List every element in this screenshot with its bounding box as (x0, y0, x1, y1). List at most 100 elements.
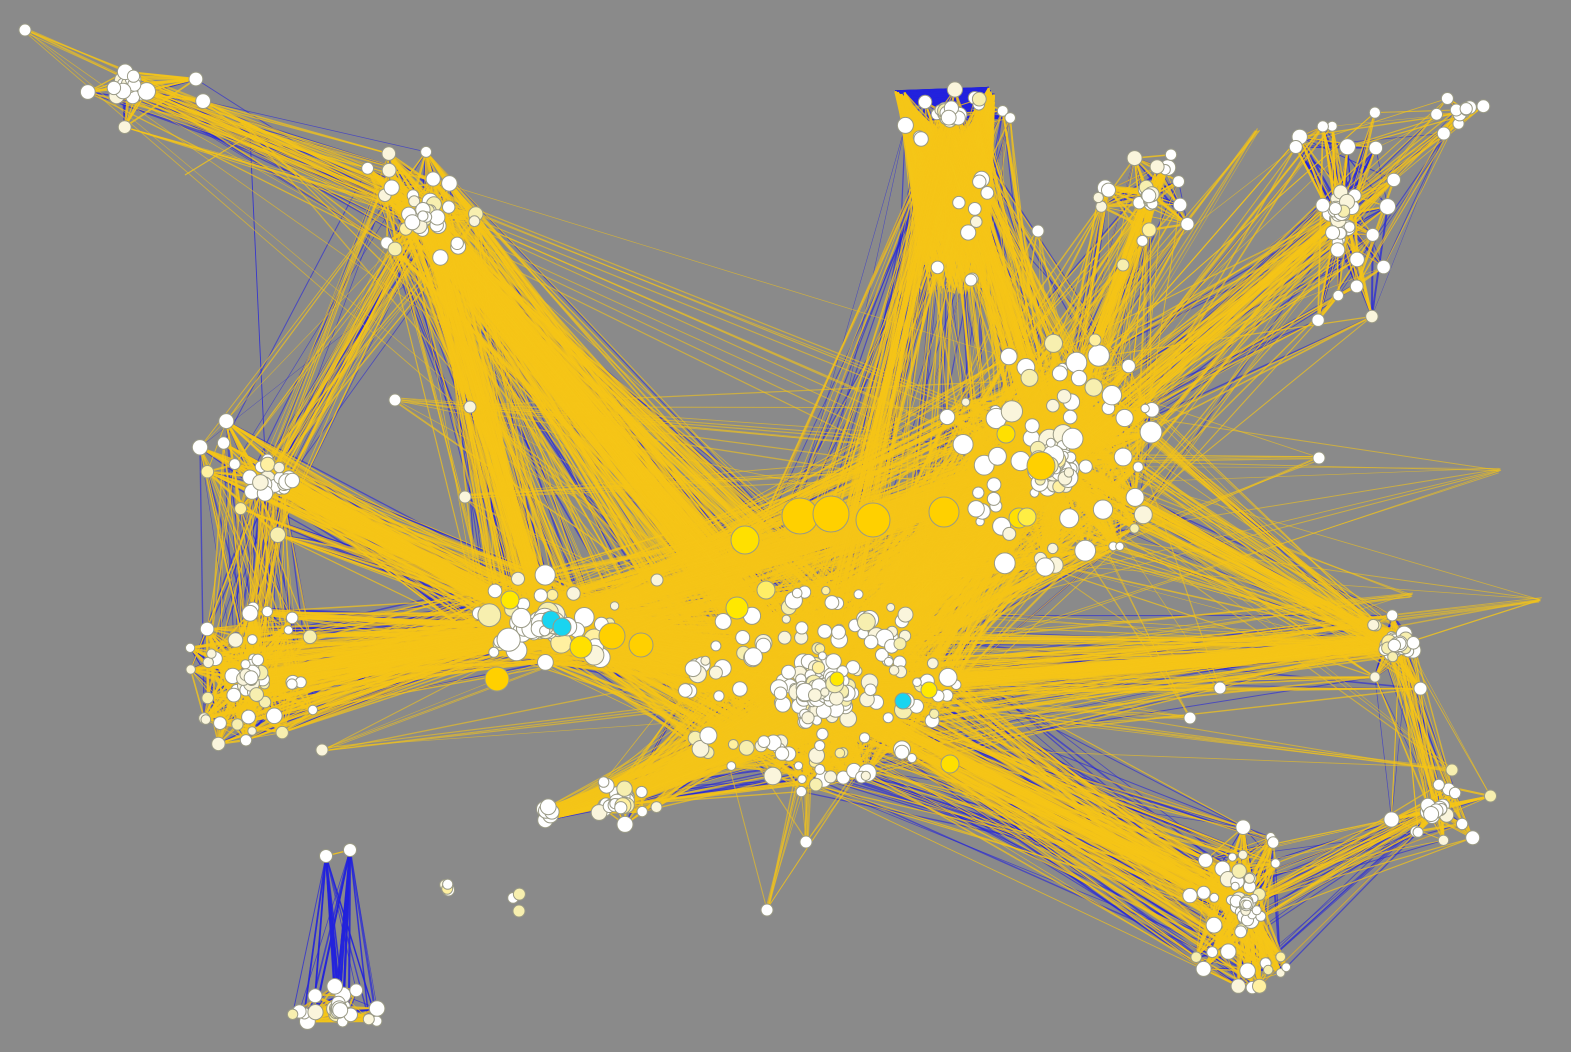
graph-node[interactable] (251, 653, 265, 667)
graph-node[interactable] (1031, 224, 1045, 238)
graph-node[interactable] (938, 667, 958, 687)
graph-node[interactable] (829, 671, 845, 687)
graph-node[interactable] (404, 214, 421, 231)
graph-node[interactable] (1116, 258, 1130, 272)
graph-node[interactable] (795, 621, 809, 635)
graph-node[interactable] (199, 621, 215, 637)
graph-node[interactable] (1230, 978, 1247, 994)
graph-node[interactable] (302, 629, 318, 645)
graph-node[interactable] (961, 397, 971, 407)
graph-node[interactable] (285, 611, 299, 625)
graph-node[interactable] (735, 630, 751, 645)
graph-node[interactable] (1000, 400, 1024, 423)
graph-node[interactable] (912, 677, 922, 688)
graph-node[interactable] (307, 1004, 324, 1021)
graph-node[interactable] (1172, 197, 1188, 213)
graph-node[interactable] (808, 688, 822, 702)
graph-node[interactable] (442, 200, 456, 214)
graph-node[interactable] (897, 606, 914, 623)
graph-node[interactable] (1183, 711, 1197, 725)
graph-node[interactable] (1078, 459, 1093, 474)
graph-node[interactable] (713, 690, 725, 702)
graph-node[interactable] (1141, 188, 1157, 204)
graph-node[interactable] (1437, 834, 1450, 846)
graph-node[interactable] (488, 646, 500, 658)
graph-node[interactable] (1074, 539, 1097, 562)
graph-node[interactable] (864, 683, 877, 697)
graph-node[interactable] (1084, 378, 1103, 397)
graph-node[interactable] (708, 665, 723, 680)
graph-node[interactable] (1088, 333, 1102, 347)
graph-node[interactable] (636, 805, 648, 818)
graph-node[interactable] (1227, 852, 1238, 862)
graph-node[interactable] (1017, 507, 1037, 527)
graph-node[interactable] (106, 80, 122, 96)
graph-node[interactable] (894, 744, 910, 760)
graph-node[interactable] (1244, 872, 1255, 884)
graph-node[interactable] (1139, 420, 1163, 444)
graph-node[interactable] (511, 571, 525, 586)
graph-node[interactable] (1092, 499, 1114, 520)
graph-node[interactable] (700, 655, 711, 666)
graph-node[interactable] (1275, 951, 1287, 963)
graph-node[interactable] (1070, 369, 1088, 387)
graph-node[interactable] (1206, 946, 1219, 959)
graph-node[interactable] (349, 983, 364, 998)
graph-node[interactable] (1376, 259, 1391, 275)
graph-node[interactable] (552, 617, 572, 637)
graph-node[interactable] (388, 393, 402, 407)
graph-node[interactable] (1101, 385, 1123, 406)
graph-node[interactable] (1332, 289, 1344, 302)
graph-node[interactable] (727, 739, 739, 750)
graph-node[interactable] (283, 625, 294, 635)
graph-node[interactable] (126, 69, 141, 83)
graph-node[interactable] (484, 666, 510, 692)
graph-node[interactable] (1092, 191, 1104, 204)
graph-node[interactable] (1476, 99, 1491, 114)
graph-node[interactable] (383, 179, 400, 196)
graph-node[interactable] (940, 109, 957, 126)
graph-node[interactable] (821, 585, 831, 596)
graph-node[interactable] (432, 249, 449, 266)
graph-node[interactable] (468, 215, 481, 228)
graph-node[interactable] (809, 777, 823, 792)
graph-node[interactable] (1484, 789, 1497, 803)
graph-node[interactable] (1196, 885, 1211, 900)
graph-node[interactable] (730, 525, 760, 555)
graph-node[interactable] (1062, 409, 1078, 425)
graph-node[interactable] (512, 904, 526, 918)
graph-node[interactable] (732, 681, 748, 697)
graph-node[interactable] (566, 586, 581, 601)
graph-node[interactable] (980, 186, 995, 200)
graph-node[interactable] (1430, 107, 1443, 121)
graph-node[interactable] (185, 664, 196, 675)
graph-node[interactable] (967, 202, 982, 216)
graph-node[interactable] (1115, 408, 1134, 428)
graph-node[interactable] (537, 654, 554, 671)
graph-node[interactable] (824, 595, 840, 610)
graph-node[interactable] (650, 801, 663, 814)
graph-node[interactable] (227, 632, 244, 648)
graph-node[interactable] (993, 552, 1016, 575)
graph-node[interactable] (234, 502, 248, 516)
graph-node[interactable] (1251, 905, 1262, 916)
graph-node[interactable] (1387, 651, 1399, 663)
graph-node[interactable] (1239, 962, 1256, 980)
graph-node[interactable] (609, 601, 620, 611)
graph-node[interactable] (781, 497, 819, 535)
graph-node[interactable] (1065, 351, 1088, 374)
graph-node[interactable] (996, 424, 1016, 444)
graph-node[interactable] (1311, 313, 1325, 327)
graph-node[interactable] (191, 439, 209, 456)
graph-node[interactable] (569, 635, 593, 659)
graph-node[interactable] (1164, 148, 1178, 161)
graph-node[interactable] (284, 472, 300, 489)
graph-node[interactable] (450, 236, 464, 251)
graph-node[interactable] (1230, 881, 1240, 891)
graph-node[interactable] (860, 770, 871, 782)
graph-node[interactable] (1328, 202, 1342, 215)
graph-node[interactable] (817, 651, 827, 661)
graph-node[interactable] (888, 665, 900, 676)
graph-node[interactable] (487, 583, 503, 599)
